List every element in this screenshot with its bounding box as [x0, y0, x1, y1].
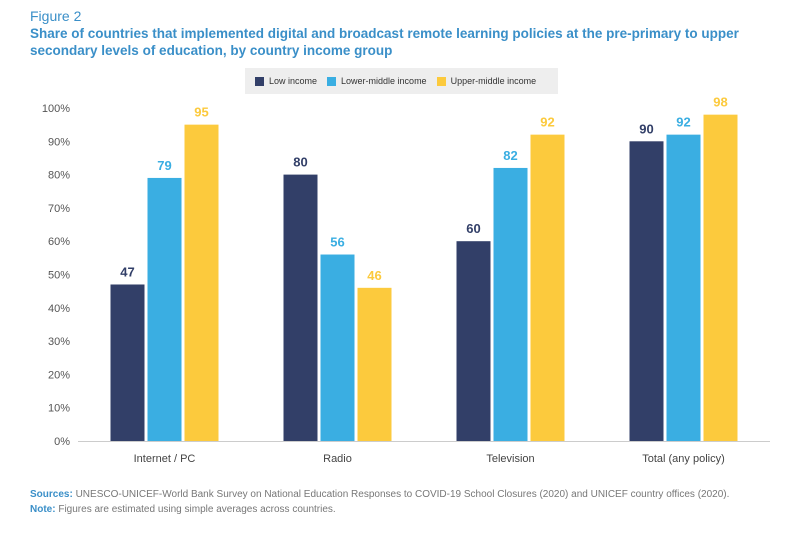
data-label: 92 [540, 115, 554, 130]
bar [629, 141, 664, 442]
sources-line: Sources: UNESCO-UNICEF-World Bank Survey… [30, 487, 790, 502]
bar [184, 124, 219, 442]
y-tick-label: 30% [48, 336, 70, 348]
legend-item-upper-middle-income: Upper-middle income [436, 76, 537, 86]
x-tick-label: Internet / PC [134, 453, 196, 465]
y-tick-label: 90% [48, 136, 70, 148]
y-tick-label: 70% [48, 203, 70, 215]
y-tick-label: 40% [48, 303, 70, 315]
bar [147, 177, 182, 441]
bar [320, 254, 355, 441]
data-label: 80 [293, 155, 307, 170]
y-tick-label: 20% [48, 369, 70, 381]
sources-text: UNESCO-UNICEF-World Bank Survey on Natio… [75, 489, 730, 500]
bar [456, 241, 491, 441]
bar [530, 134, 565, 441]
x-tick-label: Total (any policy) [642, 453, 725, 465]
legend-label-lower-middle-income: Lower-middle income [341, 76, 427, 86]
sources-label: Sources: [30, 489, 73, 500]
data-label: 79 [157, 158, 171, 173]
data-label: 56 [330, 235, 344, 250]
y-tick-label: 80% [48, 170, 70, 182]
chart-title: Share of countries that implemented digi… [30, 26, 739, 58]
y-tick-label: 10% [48, 403, 70, 415]
x-tick-label: Radio [323, 453, 352, 465]
chart-notes: Sources: UNESCO-UNICEF-World Bank Survey… [30, 487, 790, 517]
data-label: 60 [466, 221, 480, 236]
bar [283, 174, 318, 441]
legend-item-low-income: Low income [255, 76, 317, 86]
data-label: 47 [120, 264, 134, 279]
y-tick-label: 50% [48, 270, 70, 282]
note-line: Note: Figures are estimated using simple… [30, 502, 790, 517]
data-label: 90 [639, 121, 653, 136]
legend-label-upper-middle-income: Upper-middle income [450, 76, 537, 86]
note-text: Figures are estimated using simple avera… [58, 504, 336, 515]
figure-label: Figure 2 [30, 8, 82, 24]
legend-swatch-low-income [255, 76, 264, 86]
bar [703, 114, 738, 441]
legend-label-low-income: Low income [269, 76, 318, 86]
legend-swatch-upper-middle-income [436, 76, 446, 86]
y-tick-label: 0% [54, 436, 70, 448]
chart-legend: Low income Lower-middle income Upper-mid… [245, 68, 558, 94]
data-label: 46 [367, 268, 381, 283]
bar [357, 287, 392, 441]
y-tick-label: 100% [42, 103, 70, 115]
data-label: 92 [676, 115, 690, 130]
bar [666, 134, 701, 441]
y-tick-label: 60% [48, 236, 70, 248]
legend-item-lower-middle-income: Lower-middle income [327, 76, 427, 86]
data-label: 82 [503, 148, 517, 163]
data-label: 98 [713, 95, 727, 110]
bar [110, 284, 145, 441]
data-label: 95 [194, 105, 208, 120]
note-label: Note: [30, 504, 56, 515]
x-tick-label: Television [486, 453, 534, 465]
legend-swatch-lower-middle-income [327, 76, 337, 86]
bar [493, 167, 528, 441]
